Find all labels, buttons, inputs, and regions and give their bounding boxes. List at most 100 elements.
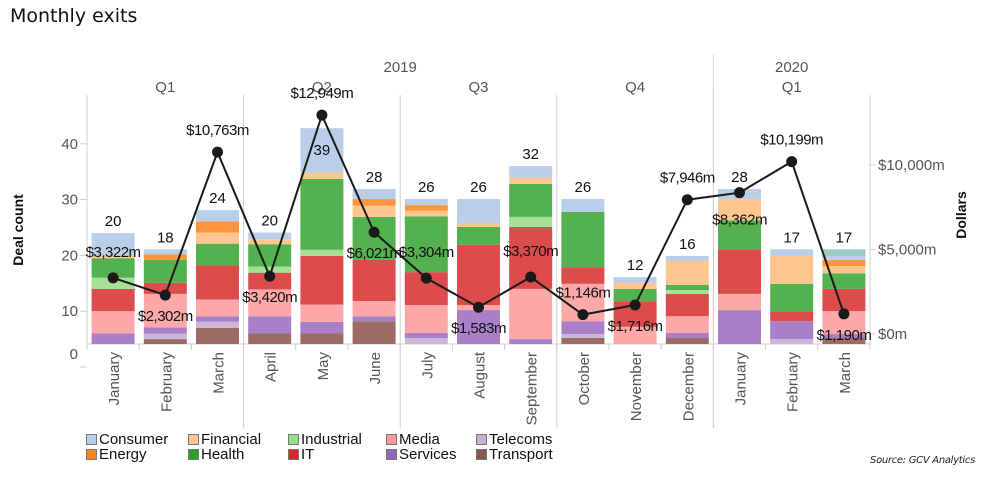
bar-segment-transport bbox=[143, 339, 187, 344]
x-tick-label: September bbox=[524, 352, 541, 425]
bar-segment-industrial bbox=[300, 249, 344, 256]
legend-item-energy[interactable]: Energy bbox=[86, 446, 147, 463]
legend-item-health[interactable]: Health bbox=[188, 446, 244, 463]
dollars-point bbox=[629, 299, 641, 311]
x-tick-label: February bbox=[158, 352, 175, 413]
bar-segment-health bbox=[91, 258, 135, 278]
legend-item-industrial[interactable]: Industrial bbox=[288, 431, 362, 448]
bar-segment-transport bbox=[561, 337, 605, 344]
bar-segment-financial bbox=[404, 210, 448, 217]
dollars-point bbox=[420, 272, 432, 284]
bar-segment-it bbox=[91, 288, 135, 312]
deal-count-label: 20 bbox=[105, 213, 122, 230]
bar-segment-health bbox=[665, 284, 709, 290]
legend-swatch bbox=[188, 449, 199, 460]
bar-segment-media bbox=[248, 289, 292, 317]
legend-item-telecoms[interactable]: Telecoms bbox=[476, 431, 552, 448]
bar-segment-telecoms bbox=[196, 321, 239, 328]
bar-segment-health bbox=[248, 244, 292, 267]
dollars-label: $6,021m bbox=[347, 245, 402, 262]
legend-swatch bbox=[386, 434, 397, 445]
bar-segment-health bbox=[457, 226, 500, 245]
legend-swatch bbox=[188, 434, 199, 445]
x-tick-label: April bbox=[263, 352, 280, 382]
legend-swatch bbox=[288, 434, 299, 445]
legend-label: Financial bbox=[201, 431, 262, 448]
dollars-label: $3,370m bbox=[503, 243, 558, 260]
bar-segment-financial bbox=[509, 177, 553, 184]
deal-count-label: 39 bbox=[314, 142, 331, 159]
bar-segment-media bbox=[300, 304, 344, 322]
bar-segment-it bbox=[770, 311, 814, 322]
x-tick-label: January bbox=[106, 352, 123, 406]
bar-segment-energy bbox=[143, 254, 187, 260]
bar-segment-it bbox=[352, 259, 396, 302]
bar-segment-financial bbox=[822, 266, 866, 274]
bar-segment-transport bbox=[665, 337, 709, 344]
dollars-label: $3,420m bbox=[242, 289, 297, 306]
bar-segment-consumer bbox=[613, 277, 657, 283]
legend-swatch bbox=[476, 449, 487, 460]
y-tick-label: 30 bbox=[61, 192, 78, 209]
bar-segment-services bbox=[248, 316, 292, 334]
dollars-point bbox=[838, 308, 850, 320]
bar-segment-it bbox=[300, 255, 344, 305]
bar-segment-it bbox=[822, 288, 866, 312]
x-tick-label: March bbox=[211, 352, 228, 394]
bar-segment-media bbox=[822, 311, 866, 335]
bar-segment-services bbox=[143, 327, 187, 334]
bar-segment-media bbox=[352, 301, 396, 317]
bar-segment-financial bbox=[91, 255, 135, 259]
y2-axis-title: Dollars bbox=[953, 191, 969, 239]
bar-segment-services bbox=[718, 310, 761, 344]
bar-segment-it bbox=[457, 244, 500, 306]
x-tick-label: March bbox=[837, 352, 854, 394]
y-tick-label: 20 bbox=[61, 247, 78, 264]
bar-segment-services bbox=[561, 321, 605, 335]
bar-segment-media bbox=[509, 288, 553, 340]
legend-item-media[interactable]: Media bbox=[386, 431, 440, 448]
legend-swatch bbox=[476, 434, 487, 445]
deal-count-label: 17 bbox=[836, 229, 853, 246]
legend-label: Telecoms bbox=[489, 431, 553, 448]
legend-item-transport[interactable]: Transport bbox=[476, 446, 553, 463]
bar-segment-telecoms bbox=[770, 339, 814, 344]
bar-segment-consumer bbox=[300, 128, 344, 173]
bar-segment-media bbox=[91, 311, 135, 334]
bar-segment-industrial bbox=[509, 216, 553, 227]
deal-count-label: 18 bbox=[157, 229, 174, 246]
bar-segment-media bbox=[665, 316, 709, 333]
bar-segment-services bbox=[404, 332, 448, 338]
bar-segment-consumer bbox=[770, 249, 814, 256]
legend-swatch bbox=[86, 449, 97, 460]
legend-item-consumer[interactable]: Consumer bbox=[86, 431, 168, 448]
bar-segment-transport bbox=[248, 333, 292, 344]
dollars-point bbox=[107, 272, 119, 284]
deal-count-label: 28 bbox=[731, 169, 748, 186]
legend-item-services[interactable]: Services bbox=[386, 446, 457, 463]
bar-segment-media bbox=[404, 305, 448, 333]
bar-segment-it bbox=[143, 282, 187, 294]
bar-segment-consumer bbox=[822, 255, 866, 260]
quarter-label: Q2 bbox=[312, 79, 332, 96]
dollars-point bbox=[368, 226, 380, 238]
x-tick-label: November bbox=[628, 352, 645, 421]
bar-segment-energy bbox=[822, 259, 866, 267]
legend-swatch bbox=[86, 434, 97, 445]
dollars-label: $1,190m bbox=[816, 327, 871, 344]
bars bbox=[91, 128, 866, 344]
bar-segment-financial bbox=[457, 223, 500, 227]
dollars-point bbox=[577, 309, 589, 321]
legend-item-it[interactable]: IT bbox=[288, 446, 314, 463]
legend-item-financial[interactable]: Financial bbox=[188, 431, 261, 448]
bar-segment-health bbox=[143, 259, 187, 283]
deal-count-label: 32 bbox=[522, 146, 539, 163]
dollars-label: $1,716m bbox=[608, 318, 663, 335]
x-tick-label: July bbox=[419, 352, 436, 379]
legend-swatch bbox=[288, 449, 299, 460]
deal-count-label: 12 bbox=[627, 257, 644, 274]
legend-label: Consumer bbox=[99, 431, 169, 448]
bar-segment-health bbox=[404, 216, 448, 273]
dollars-point bbox=[316, 109, 328, 121]
